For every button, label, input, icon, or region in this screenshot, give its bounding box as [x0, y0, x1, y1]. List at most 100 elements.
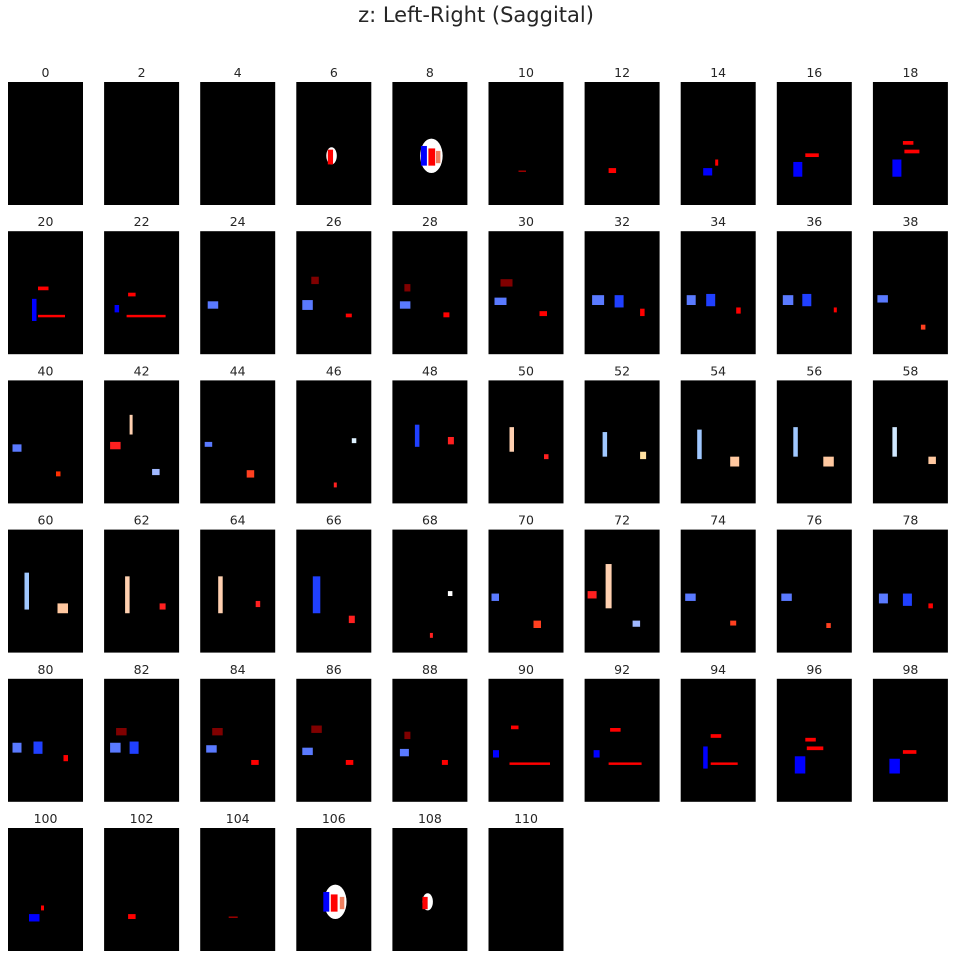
segmentation-overlay — [116, 728, 127, 736]
slice-panel: 18 — [872, 65, 948, 205]
segmentation-overlay — [902, 141, 914, 145]
slice-image — [488, 828, 564, 951]
segmentation-overlay — [110, 742, 121, 753]
segmentation-overlay — [441, 759, 448, 765]
panel-title: 64 — [230, 513, 246, 528]
segmentation-overlay — [518, 170, 526, 172]
slice-panel: 6 — [296, 65, 372, 205]
segmentation-overlay — [429, 632, 433, 638]
slice-panel: 56 — [776, 363, 852, 504]
segmentation-overlay — [877, 295, 888, 303]
slice-image — [872, 231, 948, 355]
panel-title: 10 — [518, 65, 534, 80]
slice-panel: 60 — [8, 513, 83, 653]
segmentation-overlay — [781, 593, 792, 601]
segmentation-overlay — [826, 623, 831, 628]
segmentation-overlay — [904, 149, 920, 154]
segmentation-overlay — [703, 168, 713, 176]
slice-panel: 8 — [392, 65, 468, 205]
segmentation-overlay — [428, 148, 436, 166]
segmentation-overlay — [327, 149, 334, 165]
slice-panel: 100 — [8, 811, 83, 951]
panel-title: 62 — [134, 513, 150, 528]
segmentation-overlay — [892, 159, 902, 177]
slice-image — [104, 529, 180, 653]
segmentation-overlay — [152, 468, 160, 476]
slice-image — [392, 380, 468, 504]
slice-image — [392, 231, 468, 355]
segmentation-overlay — [447, 591, 453, 597]
slice-image — [104, 231, 180, 355]
panel-title: 22 — [134, 214, 150, 229]
slice-panel: 10 — [488, 65, 564, 205]
segmentation-overlay — [399, 748, 409, 757]
panel-title: 26 — [326, 214, 342, 229]
panel-title: 14 — [710, 65, 726, 80]
slice-panel: 4 — [200, 65, 276, 205]
panel-title: 0 — [42, 65, 50, 80]
segmentation-overlay — [823, 456, 834, 467]
panel-title: 24 — [230, 214, 246, 229]
segmentation-overlay — [129, 741, 139, 754]
segmentation-overlay — [793, 161, 803, 177]
panel-title: 70 — [518, 513, 534, 528]
segmentation-overlay — [204, 441, 213, 447]
slice-panel: 74 — [680, 513, 756, 653]
slice-image — [8, 231, 83, 355]
segmentation-overlay — [351, 438, 357, 444]
slice-panel: 36 — [776, 214, 852, 355]
panel-title: 16 — [806, 65, 822, 80]
slice-image — [8, 82, 83, 205]
segmentation-overlay — [12, 742, 22, 753]
slice-image — [872, 529, 948, 653]
panel-title: 104 — [226, 811, 250, 826]
panel-title: 54 — [710, 363, 726, 378]
segmentation-overlay — [330, 894, 338, 912]
slice-image — [776, 231, 852, 355]
slice-image — [584, 678, 660, 802]
slice-panel: 24 — [200, 214, 276, 355]
segmentation-overlay — [255, 600, 261, 608]
segmentation-overlay — [928, 603, 933, 609]
panel-title: 30 — [518, 214, 534, 229]
slice-panel: 98 — [872, 662, 948, 802]
panel-title: 60 — [38, 513, 54, 528]
segmentation-overlay — [414, 424, 420, 447]
slice-image — [488, 82, 564, 205]
slice-panel: 86 — [296, 662, 372, 802]
slice-panel: 80 — [8, 662, 83, 802]
slice-panel: 68 — [392, 513, 468, 653]
segmentation-overlay — [706, 293, 716, 307]
slice-image — [680, 678, 756, 802]
panel-title: 2 — [138, 65, 146, 80]
segmentation-overlay — [302, 747, 313, 756]
segmentation-overlay — [56, 471, 61, 477]
slice-panel: 2 — [104, 65, 180, 205]
segmentation-overlay — [443, 312, 450, 318]
slice-image — [200, 529, 276, 653]
panel-title: 34 — [710, 214, 726, 229]
segmentation-overlay — [730, 456, 740, 467]
segmentation-overlay — [802, 293, 812, 307]
panel-title: 84 — [230, 662, 246, 677]
segmentation-overlay — [710, 734, 722, 738]
panel-title: 20 — [38, 214, 54, 229]
slice-image — [488, 678, 564, 802]
panel-title: 106 — [322, 811, 346, 826]
slice-panel: 42 — [104, 363, 180, 504]
segmentation-overlay — [920, 324, 926, 330]
slice-image — [584, 231, 660, 355]
slice-panel: 104 — [200, 811, 276, 951]
panel-title: 40 — [38, 363, 54, 378]
panel-title: 68 — [422, 513, 438, 528]
segmentation-overlay — [902, 750, 917, 754]
slice-panel: 62 — [104, 513, 180, 653]
slice-image — [680, 380, 756, 504]
segmentation-overlay — [159, 603, 166, 610]
slice-image — [680, 82, 756, 205]
panel-title: 8 — [426, 65, 434, 80]
segmentation-overlay — [312, 576, 321, 614]
slice-panel: 50 — [488, 363, 564, 504]
panel-title: 74 — [710, 513, 726, 528]
slice-image — [296, 82, 372, 205]
